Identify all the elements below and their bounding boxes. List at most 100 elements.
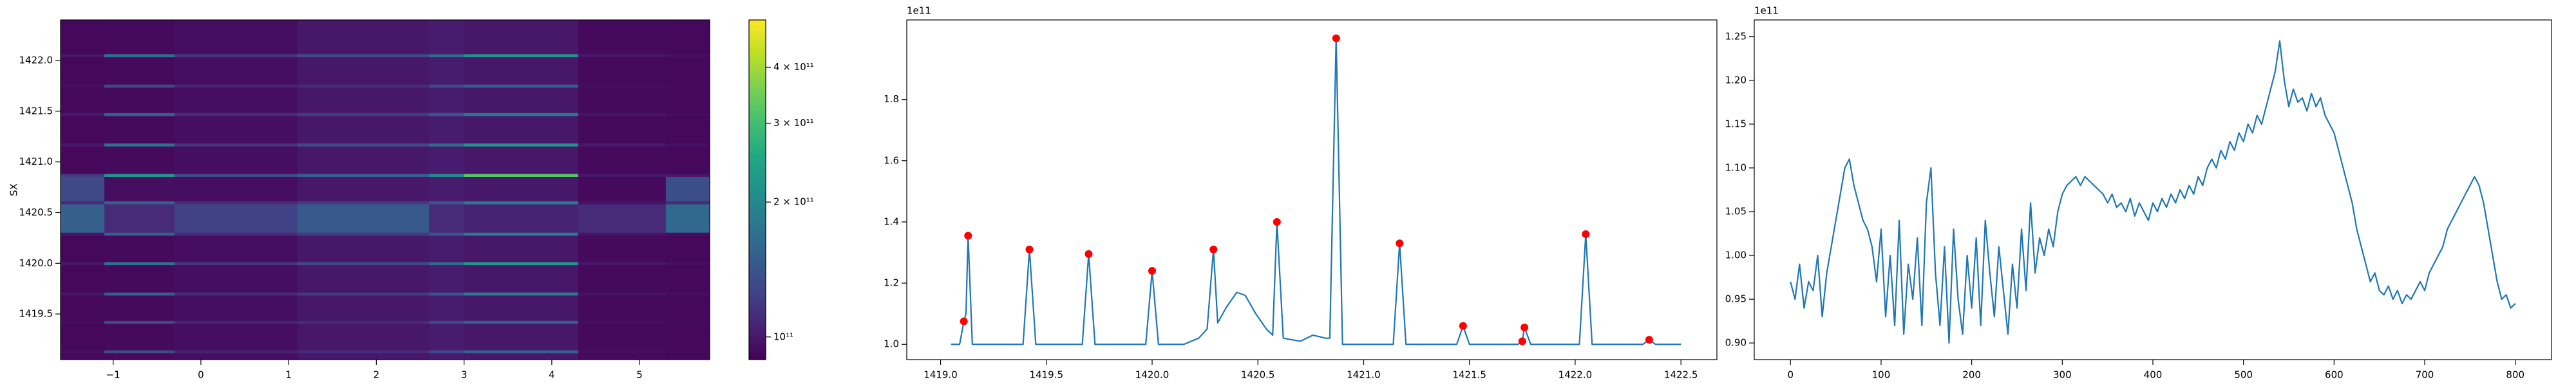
- heatmap-cell: [464, 57, 579, 85]
- heatmap-cell: [61, 87, 105, 113]
- heatmap-cell: [297, 324, 430, 351]
- y-tick-label: 1.15: [1725, 118, 1747, 129]
- heatmap-cell: [297, 115, 430, 143]
- heatmap-cell: [297, 201, 430, 205]
- heatmap-cell: [665, 20, 710, 55]
- heatmap-cell: [61, 320, 105, 324]
- x-tick-label: 2: [374, 369, 380, 381]
- heatmap-cell: [104, 295, 175, 321]
- heatmap-cell: [104, 353, 175, 360]
- y-tick-label: 1421.5: [19, 105, 53, 116]
- y-tick-label: 1.2: [884, 277, 899, 289]
- heatmap-cell: [104, 146, 175, 174]
- y-tick-label: 1.6: [884, 154, 899, 166]
- heatmap-cell: [104, 204, 175, 233]
- y-tick-label: 0.90: [1725, 337, 1747, 349]
- heatmap-cell: [578, 115, 667, 143]
- heatmap-cell: [297, 113, 430, 116]
- heatmap-cell: [464, 353, 579, 360]
- heatmap-cell: [61, 353, 105, 360]
- heatmap-cell: [665, 264, 710, 293]
- x-tick-label: 1420.5: [1241, 369, 1275, 381]
- heatmap-cell: [61, 261, 105, 266]
- heatmap-cell: [464, 143, 579, 147]
- y-tick-label: 1.25: [1725, 30, 1747, 42]
- peak-marker: [1396, 239, 1404, 248]
- heatmap-cell: [104, 350, 175, 354]
- heatmap-cell: [104, 20, 175, 55]
- heatmap-cell: [578, 292, 667, 296]
- heatmap-cell: [104, 113, 175, 116]
- axis-offset-label: 1e11: [907, 5, 931, 17]
- heatmap-cell: [429, 353, 465, 360]
- heatmap-cell: [429, 295, 465, 321]
- x-tick-label: 600: [2325, 369, 2344, 381]
- peak-marker: [1582, 230, 1590, 238]
- heatmap-cell: [61, 204, 105, 233]
- heatmap-cell: [578, 201, 667, 205]
- heatmap-cell: [61, 84, 105, 88]
- heatmap-cell: [104, 115, 175, 143]
- peak-marker: [1084, 250, 1093, 258]
- x-tick-label: 1422.5: [1664, 369, 1698, 381]
- heatmap-cell: [578, 173, 667, 178]
- heatmap-cell: [175, 292, 298, 296]
- heatmap-cell: [429, 115, 465, 143]
- peak-marker: [1459, 322, 1467, 330]
- colorbar-tick-label: 2 × 10¹¹: [773, 196, 814, 208]
- x-tick-label: 1422.0: [1558, 369, 1593, 381]
- heatmap-cell: [665, 201, 710, 205]
- data-line: [951, 37, 1681, 345]
- x-tick-label: 500: [2234, 369, 2253, 381]
- heatmap-cell: [297, 53, 430, 58]
- peak-marker: [1332, 34, 1340, 42]
- heatmap-cell: [175, 173, 298, 178]
- data-line: [1790, 40, 2516, 344]
- axes-frame: [906, 19, 1718, 360]
- heatmap-cell: [464, 115, 579, 143]
- heatmap-cell: [578, 350, 667, 354]
- heatmap-cell: [104, 84, 175, 88]
- heatmap-cell: [578, 113, 667, 116]
- heatmap-cell: [297, 261, 430, 266]
- x-tick-label: 800: [2506, 369, 2524, 381]
- heatmap-cell: [61, 235, 105, 262]
- heatmap-cell: [175, 115, 298, 143]
- axes-frame: [60, 19, 710, 360]
- heatmap-cell: [175, 143, 298, 147]
- heatmap-cell: [297, 146, 430, 174]
- heatmap-cell: [61, 350, 105, 354]
- x-tick-label: 1419.0: [923, 369, 958, 381]
- heatmap-cell: [464, 87, 579, 113]
- x-tick-label: 1421.5: [1452, 369, 1486, 381]
- heatmap-cell: [665, 235, 710, 262]
- x-tick-label: 0: [198, 369, 204, 381]
- heatmap-cell: [61, 295, 105, 321]
- heatmap-cell: [61, 264, 105, 293]
- heatmap-cell: [578, 84, 667, 88]
- colorbar-tick-label: 3 × 10¹¹: [773, 117, 814, 129]
- heatmap-cell: [429, 201, 465, 205]
- x-tick-label: 100: [1872, 369, 1891, 381]
- heatmap-cell: [578, 232, 667, 236]
- colorbar-tick-label: 4 × 10¹¹: [773, 61, 814, 73]
- heatmap-cell: [104, 173, 175, 178]
- heatmap-cell: [297, 57, 430, 85]
- heatmap-cell: [175, 204, 298, 233]
- heatmap-cell: [464, 320, 579, 324]
- heatmap-cell: [665, 176, 710, 201]
- peak-marker: [960, 317, 968, 326]
- peak-marker: [964, 232, 972, 240]
- heatmap-cell: [175, 350, 298, 354]
- heatmap-cell: [665, 57, 710, 85]
- peak-marker: [1645, 336, 1653, 344]
- x-tick-label: −1: [106, 369, 120, 381]
- x-tick-label: 0: [1787, 369, 1794, 381]
- heatmap-cell: [175, 113, 298, 116]
- heatmap-cell: [429, 320, 465, 324]
- colorbar: [749, 20, 766, 360]
- heatmap-cell: [175, 146, 298, 174]
- heatmap-cell: [429, 324, 465, 351]
- heatmap-cell: [175, 353, 298, 360]
- heatmap-cell: [429, 173, 465, 178]
